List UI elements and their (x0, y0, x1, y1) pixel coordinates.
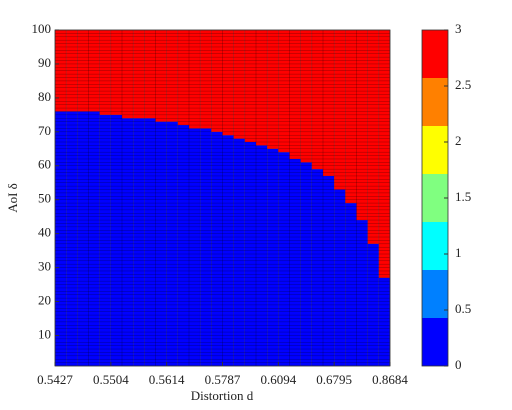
x-tick-label: 0.6094 (260, 372, 296, 387)
cell-low (200, 128, 212, 366)
cell-high (311, 30, 323, 170)
cell-low (211, 131, 223, 366)
cell-high (278, 30, 290, 153)
y-tick-label: 100 (32, 21, 52, 36)
cell-low (99, 114, 111, 367)
cell-low (334, 189, 346, 366)
cell-high (166, 30, 178, 122)
cell-high (233, 30, 245, 139)
cell-low (311, 169, 323, 366)
y-tick-label: 40 (38, 225, 51, 240)
cell-low (267, 148, 279, 366)
cell-high (334, 30, 346, 190)
colorbar-tick-label: 2.5 (455, 77, 471, 92)
y-tick-label: 70 (38, 123, 51, 138)
cell-high (110, 30, 122, 115)
cell-high (222, 30, 234, 136)
cell-high (378, 30, 390, 278)
cell-high (155, 30, 167, 122)
y-tick-label: 80 (38, 89, 51, 104)
colorbar-tick-label: 0 (455, 357, 462, 372)
x-tick-label: 0.5787 (205, 372, 241, 387)
colorbar-band (422, 270, 448, 318)
cell-low (378, 277, 390, 366)
cell-low (66, 111, 78, 366)
cell-low (155, 121, 167, 367)
colorbar-band (422, 30, 448, 78)
y-tick-label: 50 (38, 191, 51, 206)
cell-high (66, 30, 78, 112)
cell-high (300, 30, 312, 163)
cell-high (200, 30, 212, 129)
cell-high (55, 30, 67, 112)
colorbar-band (422, 222, 448, 270)
cell-low (289, 158, 301, 366)
colorbar-band (422, 318, 448, 366)
cell-low (356, 220, 368, 366)
cell-low (133, 118, 145, 366)
cell-low (88, 111, 100, 366)
cell-high (345, 30, 357, 204)
cell-low (77, 111, 89, 366)
y-axis-label: AoI δ (5, 183, 20, 213)
cell-low (233, 138, 245, 366)
cell-high (88, 30, 100, 112)
colorbar-band (422, 174, 448, 222)
cell-low (367, 243, 379, 366)
cell-high (323, 30, 335, 176)
cell-high (99, 30, 111, 115)
cell-low (189, 128, 201, 366)
cell-high (122, 30, 134, 119)
cell-high (289, 30, 301, 159)
y-tick-label: 30 (38, 259, 51, 274)
cell-high (189, 30, 201, 129)
cell-low (122, 118, 134, 366)
y-tick-label: 60 (38, 157, 51, 172)
colorbar-tick-label: 1.5 (455, 189, 471, 204)
colorbar-tick-label: 3 (455, 21, 462, 36)
x-tick-label: 0.8684 (372, 372, 408, 387)
x-axis-label: Distortion d (191, 388, 254, 403)
cell-low (300, 162, 312, 366)
cell-high (356, 30, 368, 221)
x-tick-label: 0.5504 (93, 372, 129, 387)
cell-low (144, 118, 156, 366)
cell-low (55, 111, 67, 366)
colorbar-band (422, 78, 448, 126)
cell-high (256, 30, 268, 146)
colorbar-tick-label: 2 (455, 133, 462, 148)
cell-low (244, 142, 256, 366)
y-tick-label: 10 (38, 326, 51, 341)
cell-high (367, 30, 379, 244)
cell-high (177, 30, 189, 126)
cell-low (323, 175, 335, 366)
cell-low (222, 135, 234, 366)
cell-high (77, 30, 89, 112)
colorbar-tick-label: 0.5 (455, 301, 471, 316)
colorbar-tick-label: 1 (455, 245, 462, 260)
cell-high (211, 30, 223, 132)
y-tick-label: 90 (38, 55, 51, 70)
x-tick-label: 0.6795 (316, 372, 352, 387)
cell-low (166, 121, 178, 367)
cell-high (244, 30, 256, 142)
x-tick-label: 0.5427 (37, 372, 73, 387)
cell-high (133, 30, 145, 119)
x-tick-label: 0.5614 (149, 372, 185, 387)
cell-low (345, 203, 357, 366)
colorbar-band (422, 126, 448, 174)
cell-high (267, 30, 279, 149)
cell-low (110, 114, 122, 367)
y-tick-label: 20 (38, 292, 51, 307)
cell-low (278, 152, 290, 366)
cell-high (144, 30, 156, 119)
cell-low (256, 145, 268, 366)
cell-low (177, 125, 189, 366)
